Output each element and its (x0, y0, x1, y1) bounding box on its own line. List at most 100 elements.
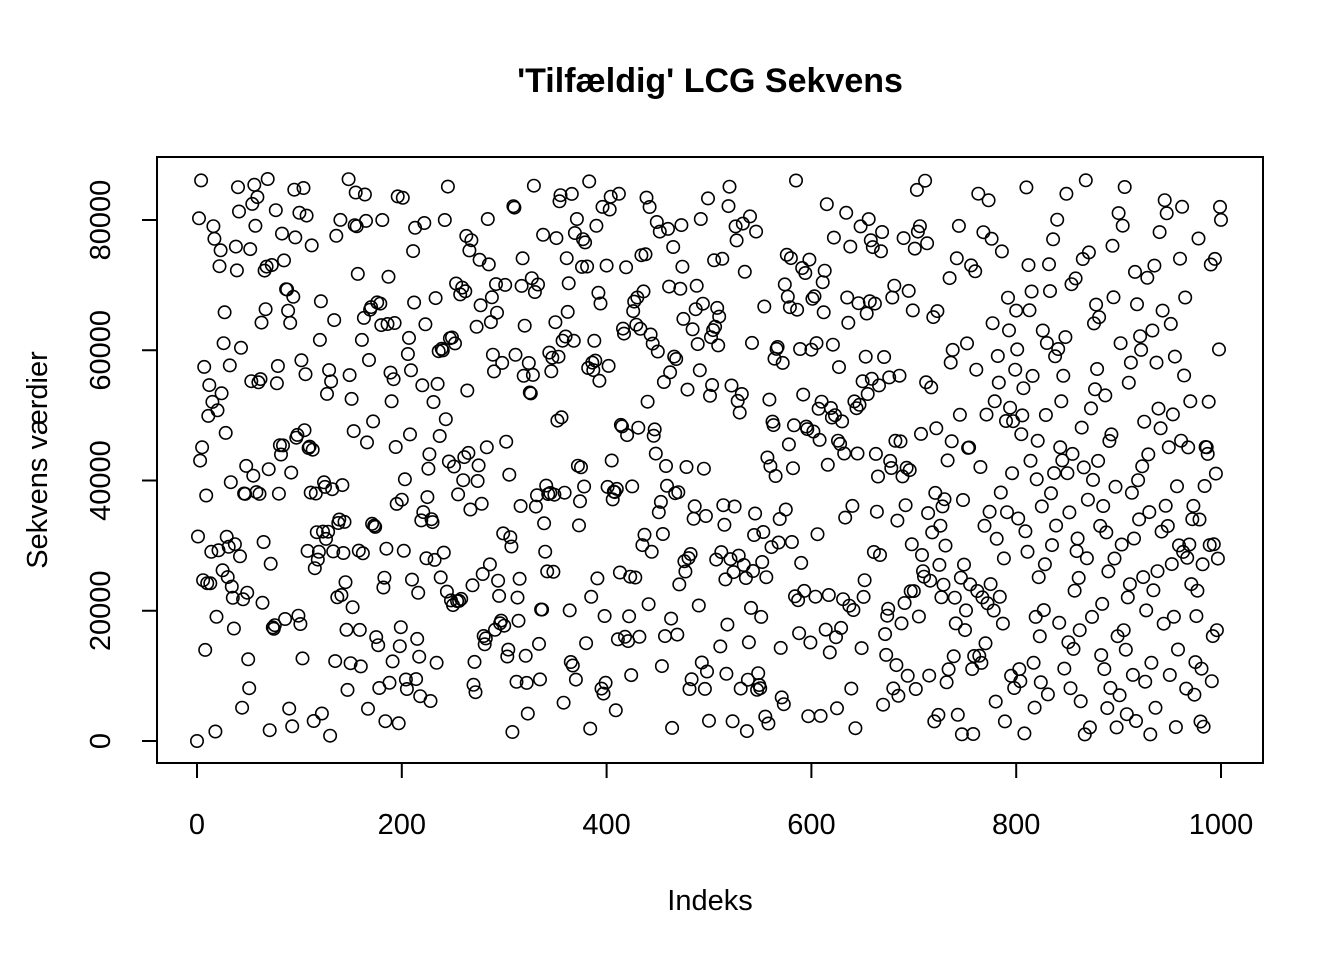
data-point (925, 525, 940, 540)
data-point (1073, 694, 1088, 709)
data-point (713, 639, 728, 654)
data-point (411, 585, 426, 600)
data-point (278, 611, 293, 626)
data-point (1144, 655, 1159, 670)
data-point (687, 499, 702, 514)
data-point (1204, 674, 1219, 689)
data-point (1136, 570, 1151, 585)
data-point (241, 652, 256, 667)
data-point (627, 294, 642, 309)
data-point (852, 397, 867, 412)
data-point (984, 231, 999, 246)
data-point (298, 367, 313, 382)
data-point (1139, 603, 1154, 618)
x-axis-label: Indeks (667, 885, 752, 917)
data-point (626, 304, 641, 319)
data-point (1105, 238, 1120, 253)
data-point (227, 537, 242, 552)
data-point (367, 518, 382, 533)
data-point (953, 570, 968, 585)
data-point (1017, 726, 1032, 741)
data-point (1114, 537, 1129, 552)
data-point (335, 478, 350, 493)
data-point (579, 636, 594, 651)
data-point (557, 485, 572, 500)
data-point (700, 191, 715, 206)
data-point (924, 380, 939, 395)
data-point (952, 407, 967, 422)
data-point (908, 681, 923, 696)
data-point (340, 682, 355, 697)
data-point (904, 537, 919, 552)
data-point (738, 570, 753, 585)
data-point (564, 186, 579, 201)
data-point (382, 675, 397, 690)
data-point (944, 434, 959, 449)
data-point (1067, 583, 1082, 598)
data-point (792, 626, 807, 641)
data-point (890, 513, 905, 528)
data-point (848, 721, 863, 736)
data-point (281, 303, 296, 318)
data-point (299, 208, 314, 223)
data-point (722, 179, 737, 194)
data-point (569, 212, 584, 227)
data-point (853, 219, 868, 234)
data-point (545, 350, 560, 365)
data-point (962, 440, 977, 455)
data-point (209, 609, 224, 624)
data-point (863, 233, 878, 248)
data-point (519, 675, 534, 690)
data-point (632, 629, 647, 644)
data-point (876, 697, 891, 712)
data-point (651, 505, 666, 520)
data-point (359, 435, 374, 450)
data-point (339, 622, 354, 637)
data-point (930, 304, 945, 319)
data-point (575, 232, 590, 247)
data-point (1091, 453, 1106, 468)
data-point (323, 728, 338, 743)
data-point (979, 407, 994, 422)
data-point (1063, 681, 1078, 696)
data-point (813, 708, 828, 723)
data-point (515, 251, 530, 266)
data-point (771, 535, 786, 550)
data-point (526, 178, 541, 193)
data-point (856, 589, 871, 604)
data-point (1089, 297, 1104, 312)
data-point (846, 602, 861, 617)
data-point (603, 189, 618, 204)
data-point (573, 460, 588, 475)
data-point (386, 372, 401, 387)
data-point (955, 492, 970, 507)
data-point (646, 428, 661, 443)
data-point (267, 618, 282, 633)
data-point (931, 707, 946, 722)
data-point (650, 344, 665, 359)
data-point (447, 336, 462, 351)
data-point (1122, 577, 1137, 592)
data-point (1099, 525, 1114, 540)
data-point (500, 649, 515, 664)
data-point (377, 570, 392, 585)
data-point (988, 694, 1003, 709)
data-point (942, 271, 957, 286)
data-point (430, 376, 445, 391)
data-point (478, 631, 493, 646)
data-point (426, 394, 441, 409)
data-point (1128, 264, 1143, 279)
data-point (922, 668, 937, 683)
data-point (258, 302, 273, 317)
data-point (963, 577, 978, 592)
data-point (342, 368, 357, 383)
data-point (548, 315, 563, 330)
data-point (726, 565, 741, 580)
data-point (203, 576, 218, 591)
data-point (333, 212, 348, 227)
data-point (617, 629, 632, 644)
data-point (406, 244, 421, 259)
data-point (1065, 446, 1080, 461)
data-point (326, 544, 341, 559)
data-point (841, 315, 856, 330)
